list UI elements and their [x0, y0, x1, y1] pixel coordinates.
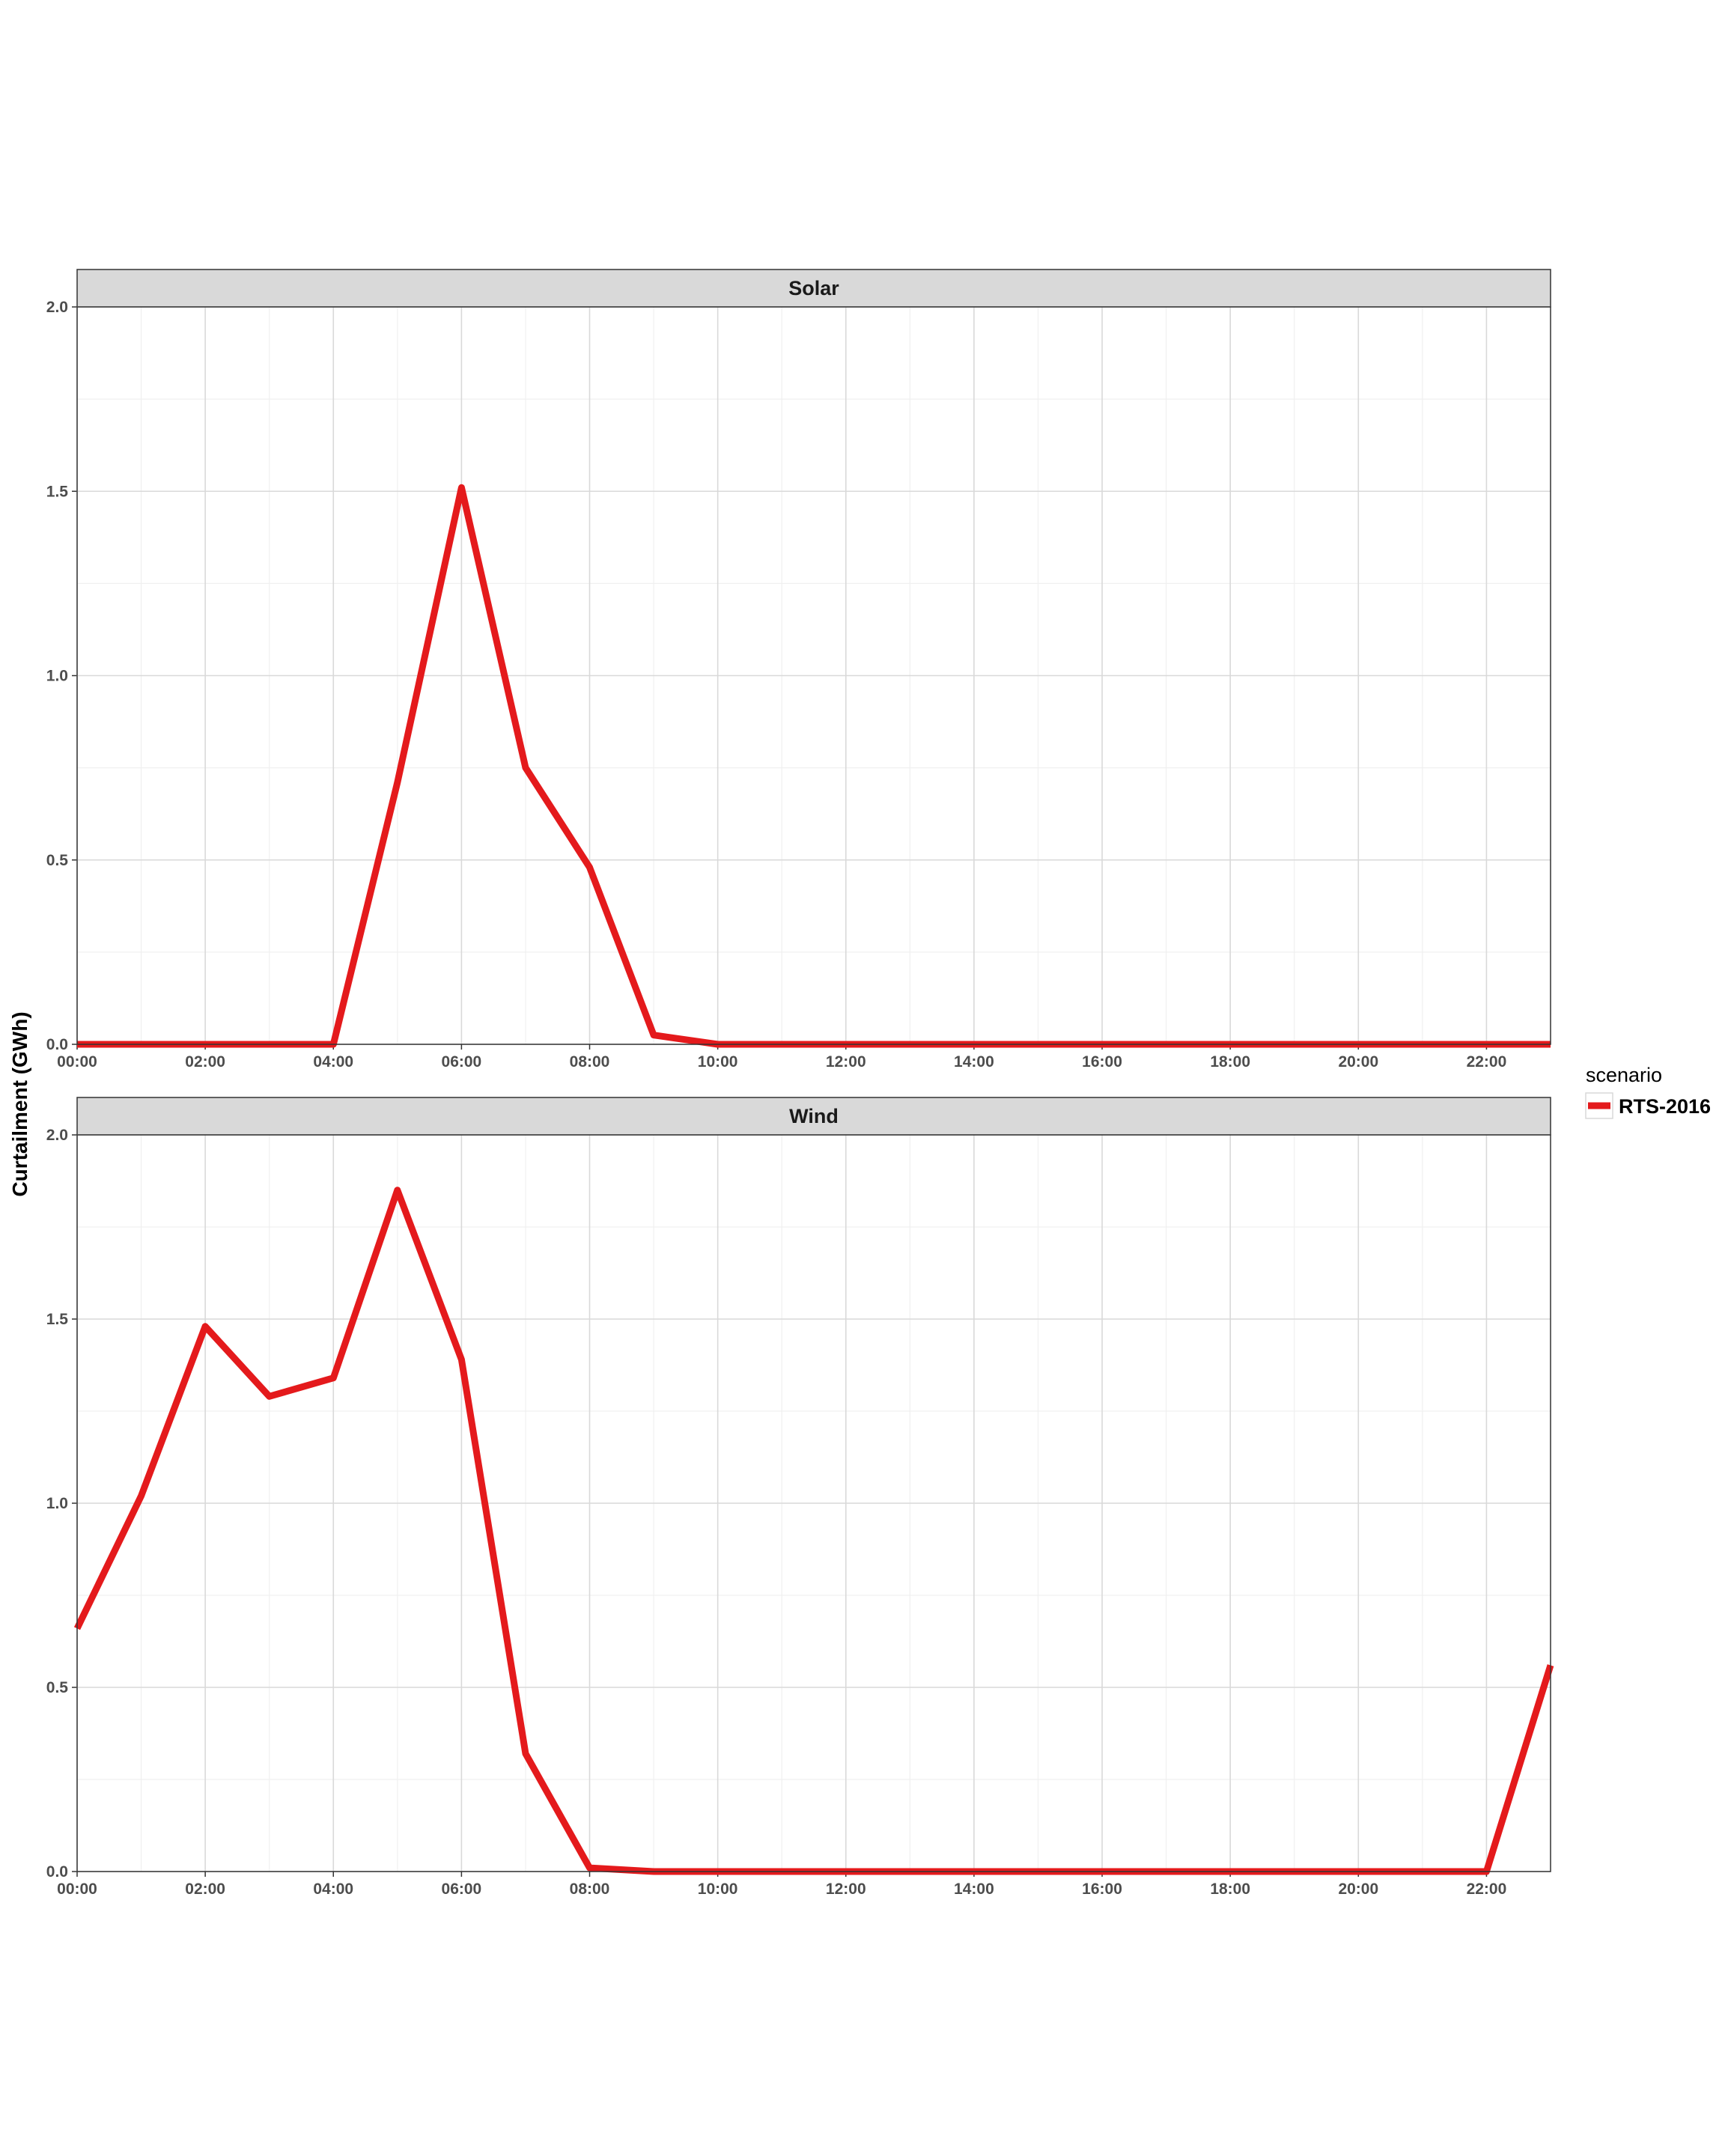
legend-title: scenario	[1586, 1064, 1662, 1086]
y-tick-label: 0.0	[46, 1863, 68, 1881]
panel-border	[76, 306, 1551, 1045]
x-tick-label: 08:00	[570, 1053, 610, 1071]
x-tick-label: 06:00	[442, 1053, 482, 1071]
legend-label: RTS-2016	[1619, 1095, 1711, 1118]
y-axis-title: Curtailment (GWh)	[8, 1011, 31, 1196]
x-tick-label: 04:00	[313, 1053, 353, 1071]
x-tick-label: 10:00	[698, 1881, 738, 1898]
x-tick-label: 08:00	[570, 1881, 610, 1898]
y-tick-label: 2.0	[46, 1127, 68, 1144]
x-tick-label: 14:00	[954, 1881, 994, 1898]
facet-strip-solar	[76, 269, 1551, 308]
x-tick-label: 10:00	[698, 1053, 738, 1071]
x-tick-label: 16:00	[1082, 1881, 1122, 1898]
y-tick-label: 1.0	[46, 668, 68, 685]
y-tick-label: 0.5	[46, 852, 69, 869]
x-tick-label: 00:00	[57, 1881, 97, 1898]
x-tick-label: 16:00	[1082, 1053, 1122, 1071]
y-tick-label: 1.5	[46, 1311, 69, 1328]
x-tick-label: 12:00	[826, 1053, 866, 1071]
x-tick-label: 12:00	[826, 1881, 866, 1898]
facet-label-solar: Solar	[788, 277, 839, 299]
x-tick-label: 02:00	[185, 1881, 225, 1898]
x-tick-label: 22:00	[1467, 1053, 1507, 1071]
x-tick-label: 02:00	[185, 1053, 225, 1071]
y-tick-label: 0.5	[46, 1679, 69, 1696]
y-tick-label: 0.0	[46, 1036, 68, 1053]
x-tick-label: 14:00	[954, 1053, 994, 1071]
panel-border	[76, 1134, 1551, 1872]
y-tick-label: 1.5	[46, 483, 69, 500]
x-tick-label: 18:00	[1210, 1881, 1250, 1898]
x-tick-label: 20:00	[1338, 1053, 1378, 1071]
x-tick-label: 04:00	[313, 1881, 353, 1898]
y-tick-label: 1.0	[46, 1495, 68, 1512]
x-tick-label: 18:00	[1210, 1053, 1250, 1071]
facet-label-wind: Wind	[789, 1105, 839, 1127]
x-tick-label: 22:00	[1467, 1881, 1507, 1898]
x-tick-label: 20:00	[1338, 1881, 1378, 1898]
y-tick-label: 2.0	[46, 299, 68, 316]
facet-strip-wind	[76, 1097, 1551, 1136]
x-tick-label: 00:00	[57, 1053, 97, 1071]
x-tick-label: 06:00	[442, 1881, 482, 1898]
